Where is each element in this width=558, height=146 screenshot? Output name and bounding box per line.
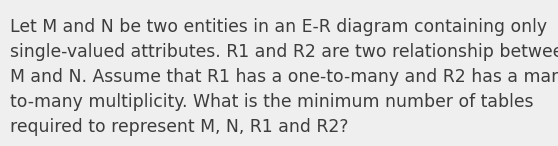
Text: Let M and N be two entities in an E-R diagram containing only: Let M and N be two entities in an E-R di… xyxy=(10,18,547,36)
Text: single-valued attributes. R1 and R2 are two relationship between: single-valued attributes. R1 and R2 are … xyxy=(10,43,558,61)
Text: to-many multiplicity. What is the minimum number of tables: to-many multiplicity. What is the minimu… xyxy=(10,93,533,111)
Text: required to represent M, N, R1 and R2?: required to represent M, N, R1 and R2? xyxy=(10,118,349,136)
Text: M and N. Assume that R1 has a one-to-many and R2 has a many-: M and N. Assume that R1 has a one-to-man… xyxy=(10,68,558,86)
